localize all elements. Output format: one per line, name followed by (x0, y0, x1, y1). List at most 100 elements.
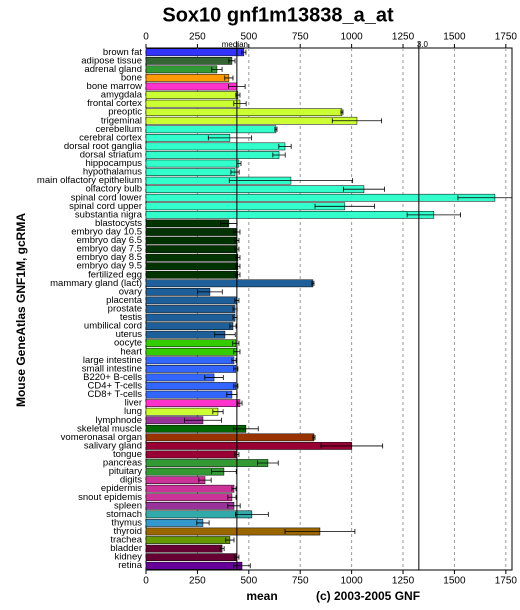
error-bar (211, 469, 237, 475)
category-label: adrenal gland (84, 64, 142, 75)
bar (145, 228, 238, 236)
error-bar (197, 289, 223, 295)
category-label: bone marrow (87, 81, 143, 92)
error-bar (232, 340, 240, 346)
bar (145, 339, 237, 348)
category-label: fertilized egg (88, 269, 142, 280)
bar (145, 159, 240, 168)
chart-title: Sox10 gnf1m13838_a_at (162, 4, 394, 26)
error-bar (198, 477, 212, 483)
error-bar (228, 178, 354, 184)
bar (145, 168, 236, 176)
x-tick-label: 1000 (340, 576, 363, 587)
bar (145, 382, 237, 390)
category-label: spinal cord lower (71, 192, 142, 203)
error-bar (331, 118, 383, 124)
category-label: snout epidemis (78, 492, 142, 503)
error-bar (219, 546, 225, 552)
x-axis-label: mean (246, 589, 277, 603)
bar (145, 519, 204, 527)
bar (145, 450, 238, 459)
error-bar (237, 400, 243, 406)
category-label: blastocysts (95, 218, 142, 229)
x-tick-label: 1750 (495, 576, 518, 587)
error-bar (207, 135, 252, 141)
x-tick-label: 250 (189, 32, 206, 43)
error-bar (211, 66, 223, 72)
category-label: heart (120, 346, 142, 357)
category-label: pituitary (109, 466, 143, 477)
bar (145, 493, 233, 502)
bar (145, 65, 218, 74)
x-tick-label: 1500 (443, 576, 466, 587)
x-tick-label: 500 (240, 576, 257, 587)
bar (145, 253, 239, 262)
category-label: uterus (116, 329, 143, 340)
error-bar (278, 143, 292, 149)
error-bar (257, 460, 279, 466)
category-label: substantia nigra (75, 209, 143, 220)
category-label: spleen (114, 500, 142, 511)
error-bar (235, 511, 269, 517)
error-bar (225, 537, 235, 543)
category-label: hypothalamus (83, 167, 142, 178)
category-label: embryo day 8.5 (77, 252, 142, 263)
category-label: thyroid (113, 526, 142, 537)
bar (145, 125, 277, 134)
bar (145, 99, 241, 108)
bar (145, 322, 234, 330)
bar (145, 185, 365, 194)
bar (145, 74, 230, 82)
bar (145, 459, 269, 467)
error-bar (230, 169, 240, 175)
error-bar (229, 323, 237, 329)
category-label: cerebral cortex (79, 132, 142, 143)
category-label: amygdala (101, 90, 143, 101)
bar (145, 48, 245, 57)
category-label: trachea (110, 535, 142, 546)
error-bar (241, 49, 247, 55)
error-bar (228, 58, 236, 64)
bar (145, 501, 235, 510)
category-label: lung (124, 406, 142, 417)
x-tick-label: 0 (143, 576, 149, 587)
error-bar (233, 101, 247, 107)
bar (145, 262, 239, 271)
category-label: adipose tissue (81, 55, 142, 66)
bar (145, 433, 315, 442)
error-bar (311, 280, 315, 286)
bar (145, 347, 238, 356)
category-label: main olfactory epithelium (37, 175, 142, 186)
error-bar (457, 195, 513, 201)
x-tick-label: 1000 (340, 32, 363, 43)
bar (145, 553, 238, 562)
bar (145, 116, 358, 125)
bar (145, 219, 230, 228)
error-bar (231, 357, 237, 363)
bar (145, 296, 238, 305)
error-bar (204, 374, 224, 380)
x-tick-label: 500 (240, 32, 257, 43)
reference-label: median (222, 40, 248, 49)
bar (145, 211, 435, 219)
category-label: preoptic (108, 107, 142, 118)
bar (145, 91, 239, 99)
error-bar (406, 212, 461, 218)
category-label: hippocampus (85, 158, 142, 169)
category-label: epidermis (101, 483, 142, 494)
category-label: bladder (110, 543, 142, 554)
bar (145, 236, 238, 245)
category-label: ovary (119, 286, 142, 297)
credit: (c) 2003-2005 GNF (316, 589, 420, 603)
bar (145, 151, 280, 159)
bar (145, 484, 235, 493)
error-bar (320, 443, 384, 449)
bar (145, 330, 226, 339)
category-label: mammary gland (lact) (50, 278, 142, 289)
x-tick-label: 1250 (392, 576, 415, 587)
category-label: small intestine (82, 363, 142, 374)
category-label: embryo day 10.5 (71, 226, 142, 237)
bar (145, 108, 343, 117)
error-bar (231, 486, 237, 492)
